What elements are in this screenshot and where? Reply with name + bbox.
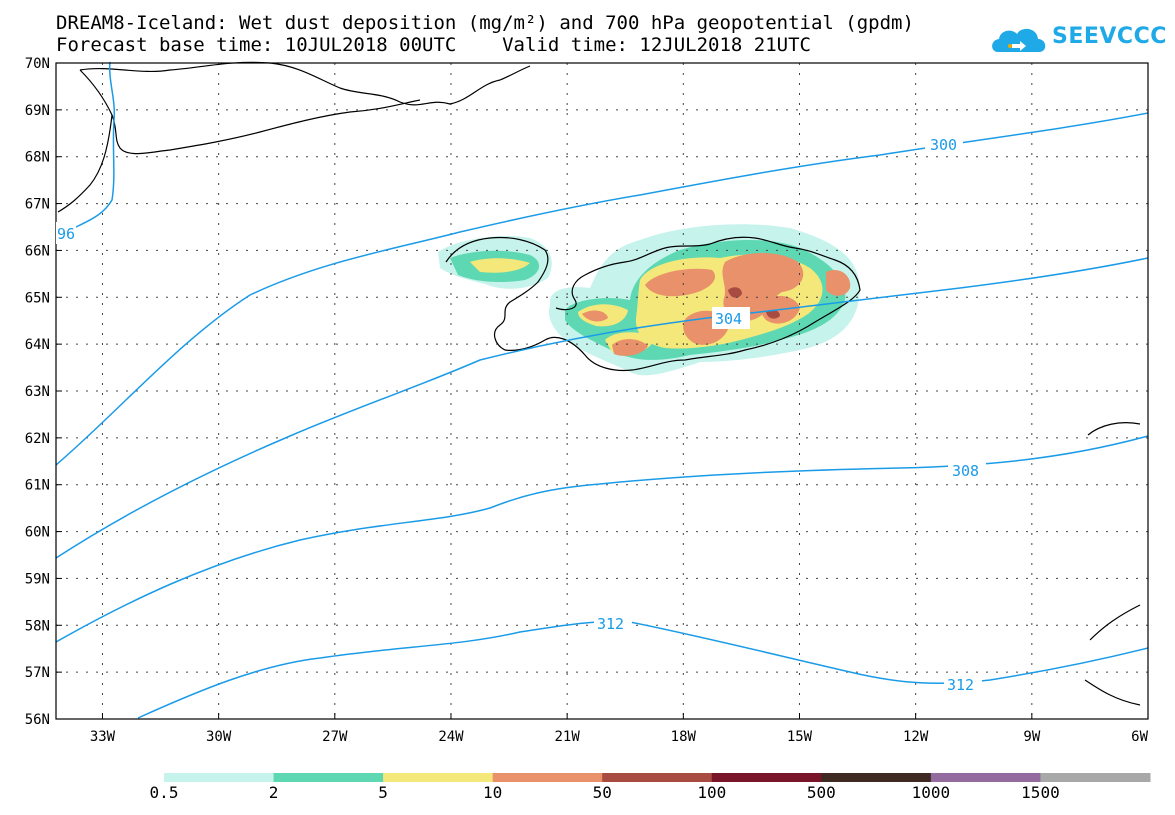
latitude-label: 59N — [25, 571, 50, 587]
cloud-icon — [992, 28, 1046, 52]
latitude-label: 66N — [25, 243, 50, 259]
map-subtitle: Forecast base time: 10JUL2018 00UTC Vali… — [56, 34, 811, 56]
legend-label: 5 — [378, 783, 388, 802]
legend-swatch — [164, 773, 275, 782]
coastlines — [57, 61, 1141, 706]
legend-label: 50 — [592, 783, 612, 802]
legend-swatch — [821, 773, 932, 782]
legend-label: 10 — [483, 783, 503, 802]
legend-swatch — [602, 773, 713, 782]
contour-label-296: 96 — [57, 225, 75, 243]
latitude-label: 69N — [25, 103, 50, 119]
latitude-label: 58N — [25, 618, 50, 634]
longitude-label: 24W — [438, 729, 464, 745]
contour-label-304: 304 — [715, 310, 742, 328]
legend-swatch — [492, 773, 603, 782]
latitude-label: 63N — [25, 384, 50, 400]
latitude-label: 68N — [25, 150, 50, 166]
dust-deposition-field — [438, 224, 860, 376]
longitude-label: 27W — [322, 729, 348, 745]
contour-label-312-east: 312 — [947, 676, 974, 694]
longitude-label: 9W — [1023, 729, 1040, 745]
legend-label: 500 — [806, 783, 836, 802]
legend-swatch — [930, 773, 1041, 782]
legend-label: 0.5 — [149, 783, 179, 802]
longitude-label: 15W — [787, 729, 813, 745]
latitude-label: 64N — [25, 337, 50, 353]
latitude-labels: 70N 69N 68N 67N 66N 65N 64N 63N 62N 61N 60N 59N 58N 5… — [25, 56, 62, 728]
latitude-label: 61N — [25, 478, 50, 494]
latitude-label: 67N — [25, 197, 50, 213]
contour-label-300: 300 — [930, 136, 957, 154]
longitude-label: 33W — [90, 729, 116, 745]
legend-label: 2 — [268, 783, 279, 802]
map-title: DREAM8-Iceland: Wet dust deposition (mg/… — [56, 12, 914, 34]
contour-label-308: 308 — [952, 462, 979, 480]
longitude-label: 21W — [555, 729, 581, 745]
logo-text: SEEVCCC — [1052, 24, 1167, 49]
legend-colorbar — [164, 773, 1151, 782]
legend-label: 100 — [697, 783, 727, 802]
legend-swatch — [711, 773, 822, 782]
map-graticule — [56, 63, 1148, 719]
legend-swatch — [1040, 773, 1151, 782]
longitude-label: 30W — [206, 729, 232, 745]
longitude-label: 6W — [1131, 729, 1148, 745]
latitude-label: 57N — [25, 665, 50, 681]
longitude-labels: 33W 30W 27W 24W 21W 18W 15W 12W 9W 6W — [90, 713, 1149, 745]
legend-label: 1500 — [1021, 783, 1060, 802]
contour-label-312-west: 312 — [597, 615, 624, 633]
legend-label: 1000 — [911, 783, 951, 802]
latitude-label: 56N — [25, 712, 50, 728]
legend-swatch — [383, 773, 494, 782]
latitude-label: 65N — [25, 290, 50, 306]
latitude-label: 62N — [25, 431, 50, 447]
longitude-label: 18W — [671, 729, 697, 745]
latitude-label: 60N — [25, 525, 50, 541]
legend-swatch — [273, 773, 384, 782]
latitude-label: 70N — [25, 56, 50, 72]
longitude-label: 12W — [903, 729, 929, 745]
